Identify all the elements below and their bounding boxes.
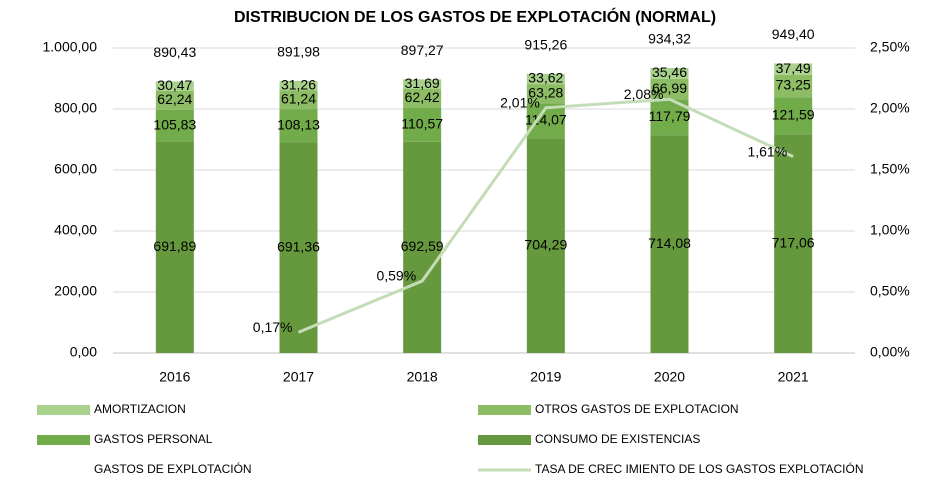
legend-swatch bbox=[37, 435, 90, 445]
total-label: 934,32 bbox=[648, 31, 691, 47]
line-label: 2,08% bbox=[624, 86, 664, 102]
data-label: 35,46 bbox=[652, 64, 687, 80]
x-tick-label: 2019 bbox=[530, 369, 561, 385]
line-label: 0,59% bbox=[376, 268, 416, 284]
legend-swatch bbox=[478, 435, 531, 445]
bar-segment bbox=[155, 109, 194, 142]
y-tick-label: 800,00 bbox=[54, 100, 97, 116]
bar-segment bbox=[774, 74, 813, 98]
legend-label: AMORTIZACION bbox=[94, 402, 186, 416]
legend-label: OTROS GASTOS DE EXPLOTACION bbox=[535, 402, 739, 416]
x-tick-label: 2016 bbox=[159, 369, 190, 385]
y2-tick-label: 1,00% bbox=[870, 222, 910, 238]
legend-swatch bbox=[478, 405, 531, 415]
bar-segment bbox=[526, 84, 565, 104]
data-label: 717,06 bbox=[772, 234, 815, 250]
y-tick-label: 600,00 bbox=[54, 161, 97, 177]
y2-tick-label: 0,00% bbox=[870, 344, 910, 360]
data-label: 63,28 bbox=[528, 84, 563, 100]
data-label: 30,47 bbox=[157, 77, 192, 93]
line-label: 1,61% bbox=[747, 143, 787, 159]
data-label: 121,59 bbox=[772, 106, 815, 122]
data-label: 62,24 bbox=[157, 91, 192, 107]
bar-segment bbox=[403, 141, 442, 353]
legend-label: TASA DE CREC IMIENTO DE LOS GASTOS EXPLO… bbox=[535, 461, 864, 476]
x-tick-label: 2017 bbox=[283, 369, 314, 385]
y-tick-label: 0,00 bbox=[70, 344, 97, 360]
line-label: 0,17% bbox=[253, 319, 293, 335]
bar-segment bbox=[279, 142, 318, 353]
legend-label: CONSUMO DE EXISTENCIAS bbox=[535, 432, 700, 446]
total-label: 890,43 bbox=[153, 44, 196, 60]
y2-tick-label: 0,50% bbox=[870, 283, 910, 299]
data-label: 704,29 bbox=[524, 236, 567, 252]
data-label: 73,25 bbox=[776, 77, 811, 93]
legend-label: GASTOS DE EXPLOTACIÓN bbox=[94, 461, 252, 476]
bar-segment bbox=[155, 81, 194, 91]
bar-segment bbox=[403, 108, 442, 142]
data-label: 33,62 bbox=[528, 70, 563, 86]
data-label: 692,59 bbox=[401, 238, 444, 254]
x-tick-label: 2021 bbox=[778, 369, 809, 385]
data-label: 691,36 bbox=[277, 238, 320, 254]
data-label: 31,26 bbox=[281, 76, 316, 92]
bar-segment bbox=[650, 68, 689, 79]
bar-segment bbox=[403, 88, 442, 109]
bar-segment bbox=[155, 90, 194, 110]
y-tick-label: 1.000,00 bbox=[43, 39, 98, 55]
data-label: 31,69 bbox=[405, 75, 440, 91]
total-label: 949,40 bbox=[772, 26, 815, 42]
data-label: 714,08 bbox=[648, 235, 691, 251]
line-label: 2,01% bbox=[500, 94, 540, 110]
bar-segment bbox=[279, 90, 318, 110]
bar-segment bbox=[526, 138, 565, 353]
chart-title: DISTRIBUCION DE LOS GASTOS DE EXPLOTACIÓ… bbox=[234, 7, 716, 26]
x-tick-label: 2020 bbox=[654, 369, 685, 385]
data-label: 691,89 bbox=[153, 238, 196, 254]
total-label: 897,27 bbox=[401, 42, 444, 58]
bar-segment bbox=[526, 73, 565, 85]
data-label: 117,79 bbox=[649, 108, 691, 124]
bar-segment bbox=[279, 109, 318, 143]
data-label: 110,57 bbox=[401, 116, 443, 132]
bar-segment bbox=[774, 97, 813, 135]
data-label: 108,13 bbox=[277, 116, 320, 132]
bar-segment bbox=[279, 80, 318, 91]
data-label: 62,42 bbox=[405, 89, 440, 105]
bar-segment bbox=[774, 134, 813, 353]
data-label: 37,49 bbox=[776, 60, 811, 76]
legend-label: GASTOS PERSONAL bbox=[94, 432, 213, 446]
data-label: 114,07 bbox=[525, 111, 567, 127]
y-tick-label: 200,00 bbox=[54, 283, 97, 299]
total-label: 891,98 bbox=[277, 44, 320, 60]
bar-segment bbox=[403, 79, 442, 89]
y-tick-label: 400,00 bbox=[54, 222, 97, 238]
bar-segment bbox=[774, 63, 813, 75]
y2-tick-label: 2,50% bbox=[870, 39, 910, 55]
x-tick-label: 2018 bbox=[407, 369, 438, 385]
total-label: 915,26 bbox=[524, 37, 567, 53]
bar-segment bbox=[155, 141, 194, 353]
y2-tick-label: 1,50% bbox=[870, 161, 910, 177]
legend-swatch bbox=[37, 405, 90, 415]
bar-segment bbox=[650, 78, 689, 100]
data-label: 66,99 bbox=[652, 80, 687, 96]
data-label: 61,24 bbox=[281, 91, 316, 107]
line bbox=[297, 97, 794, 334]
bar-segment bbox=[650, 135, 689, 353]
data-label: 105,83 bbox=[153, 117, 196, 133]
y2-tick-label: 2,00% bbox=[870, 100, 910, 116]
